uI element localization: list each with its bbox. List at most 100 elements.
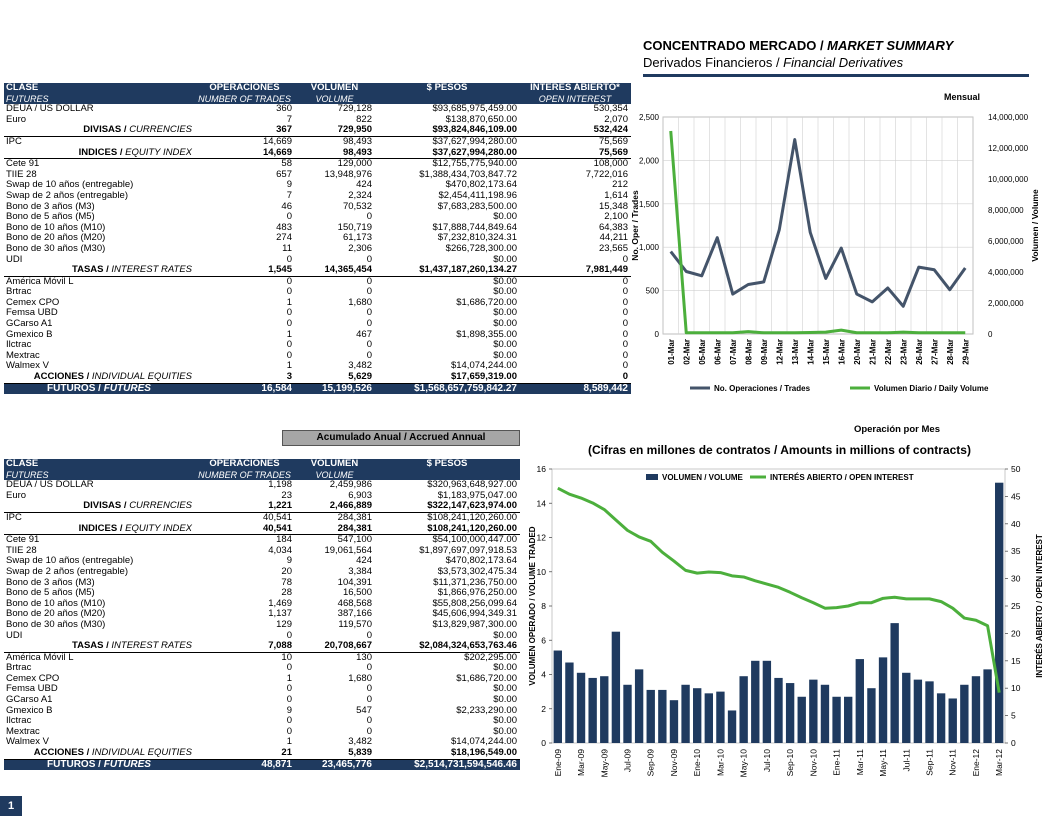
row-value: $11,371,236,750.00 bbox=[433, 577, 517, 588]
y-tick-label: 6 bbox=[541, 635, 546, 645]
legend-label: INTERÉS ABIERTO / OPEN INTEREST bbox=[770, 473, 914, 482]
row-label: América Móvil L bbox=[6, 652, 74, 663]
volume-bar bbox=[960, 684, 969, 743]
row-label: IPC bbox=[6, 512, 22, 523]
y-tick-label: 2 bbox=[541, 704, 546, 714]
group-label-en: INDIVIDUAL EQUITIES bbox=[91, 748, 192, 759]
group-label: ACCIONES / bbox=[33, 748, 92, 759]
row-value: $1,686,720.00 bbox=[456, 297, 517, 308]
row-value: 10 bbox=[281, 652, 292, 663]
row-label: Cemex CPO bbox=[6, 673, 60, 684]
row-label: Femsa UBD bbox=[6, 684, 58, 695]
row-value: 5,839 bbox=[295, 748, 375, 760]
open-interest-line bbox=[557, 486, 1001, 693]
x-tick-label: Sep-09 bbox=[646, 749, 656, 777]
table-row: Mextrac 0 0 $0.00 bbox=[4, 727, 520, 738]
table-row: Euro 23 6,903 $1,183,975,047.00 bbox=[4, 491, 520, 502]
x-tick-label: 14-Mar bbox=[806, 339, 815, 365]
column-header: INTERÉS ABIERTO* bbox=[520, 83, 631, 94]
volume-bar bbox=[913, 679, 923, 743]
y-tick-label: 2,000 bbox=[639, 156, 660, 165]
volume-bar bbox=[739, 676, 748, 743]
row-label: Bono de 10 años (M10) bbox=[6, 222, 106, 233]
group-label: DIVISAS / bbox=[83, 501, 130, 512]
x-tick-label: Mar-10 bbox=[715, 749, 725, 776]
row-value: 0 bbox=[286, 350, 292, 361]
row-label: TASAS / INTEREST RATES bbox=[4, 641, 195, 653]
row-value: 424 bbox=[356, 180, 372, 191]
row-label: Swap de 10 años (entregable) bbox=[6, 556, 134, 567]
row-value: 15,348 bbox=[598, 201, 628, 212]
row-value: 16,584 bbox=[195, 383, 295, 395]
table-row: Bono de 3 años (M3) 46 70,532 $7,683,283,50… bbox=[4, 202, 631, 213]
volume-bar bbox=[681, 684, 690, 743]
row-value: 0 bbox=[366, 695, 372, 706]
row-value: 1 bbox=[286, 737, 292, 748]
row-value: $0.00 bbox=[493, 340, 517, 351]
page-number: 1 bbox=[0, 796, 22, 816]
row-value: 23,465,776 bbox=[295, 759, 375, 771]
y2-tick-label: 15 bbox=[1011, 656, 1021, 666]
row-value: 1 bbox=[286, 673, 292, 684]
row-value: 20 bbox=[281, 566, 292, 577]
subtotal-row: TASAS / INTEREST RATES 1,545 14,365,454 $1,… bbox=[4, 265, 631, 277]
row-label: UDI bbox=[6, 630, 23, 641]
y-tick-label: 2,500 bbox=[639, 113, 660, 122]
row-value: 7 bbox=[286, 190, 292, 201]
table-row: Brtrac 0 0 $0.00 0 bbox=[4, 287, 631, 298]
row-value: 0 bbox=[286, 340, 292, 351]
row-value: 19,061,564 bbox=[324, 545, 372, 556]
y2-tick-label: 0 bbox=[1011, 738, 1016, 748]
x-tick-label: Jul-09 bbox=[623, 749, 633, 772]
y-tick-label: 14 bbox=[537, 498, 547, 508]
x-tick-label: 28-Mar bbox=[946, 339, 955, 365]
row-label: TIIE 28 bbox=[6, 545, 37, 556]
row-value: 2,459,986 bbox=[329, 480, 372, 491]
row-value: 2,306 bbox=[348, 243, 372, 254]
row-value: 14,669 bbox=[195, 147, 295, 160]
row-label: ACCIONES / INDIVIDUAL EQUITIES bbox=[4, 748, 195, 760]
row-value: $1,437,187,260,134.27 bbox=[375, 265, 520, 277]
table-row: Walmex V 1 3,482 $14,074,244.00 bbox=[4, 737, 520, 748]
row-value: $322,147,623,974.00 bbox=[375, 501, 520, 513]
row-value: 48,871 bbox=[195, 759, 295, 771]
x-tick-label: 23-Mar bbox=[899, 339, 908, 365]
row-label: DEUA / US DOLLAR bbox=[6, 104, 94, 115]
table-row: Gmexico B 9 547 $2,233,290.00 bbox=[4, 706, 520, 717]
volume-bar bbox=[716, 691, 725, 743]
y-tick-label: 12 bbox=[537, 533, 547, 543]
row-value: $93,685,975,459.00 bbox=[432, 104, 517, 115]
row-value: 9 bbox=[286, 180, 292, 191]
row-value: 61,173 bbox=[342, 233, 372, 244]
row-value: 0 bbox=[286, 716, 292, 727]
row-value: 0 bbox=[622, 361, 628, 372]
row-value: 1 bbox=[286, 297, 292, 308]
table-row: UDI 0 0 $0.00 0 bbox=[4, 255, 631, 266]
volume-bar bbox=[576, 672, 586, 743]
row-label: Bono de 5 años (M5) bbox=[6, 212, 95, 223]
volume-bar bbox=[878, 657, 888, 743]
row-value: 729,950 bbox=[295, 125, 375, 137]
table-row: Swap de 10 años (entregable) 9 424 $470,802… bbox=[4, 556, 520, 567]
row-label: Mextrac bbox=[6, 350, 40, 361]
row-value: 0 bbox=[622, 276, 628, 287]
subtotal-row: DIVISAS / CURRENCIES 1,221 2,466,889 $322,1… bbox=[4, 501, 520, 513]
report-title: CONCENTRADO MERCADO / MARKET SUMMARY bbox=[643, 38, 954, 53]
row-value: $0.00 bbox=[493, 716, 517, 727]
x-tick-label: 09-Mar bbox=[760, 339, 769, 365]
legend-label: VOLUMEN / VOLUME bbox=[662, 473, 744, 482]
table-row: Swap de 2 años (entregable) 7 2,324 $2,454,… bbox=[4, 191, 631, 202]
row-value: 0 bbox=[286, 212, 292, 223]
row-label: Bono de 20 años (M20) bbox=[6, 609, 106, 620]
column-header: CLASE bbox=[4, 459, 195, 470]
row-value: 2,466,889 bbox=[295, 501, 375, 513]
row-value: 547 bbox=[356, 705, 372, 716]
row-value: $17,659,319.00 bbox=[375, 372, 520, 384]
y2-tick-label: 50 bbox=[1011, 464, 1021, 474]
row-label: Euro bbox=[6, 114, 27, 125]
row-value: 70,532 bbox=[342, 201, 372, 212]
table-row: Bono de 5 años (M5) 28 16,500 $1,866,976,25… bbox=[4, 588, 520, 599]
row-value: 1,680 bbox=[348, 297, 372, 308]
volume-bar bbox=[727, 710, 737, 743]
table-header-row: CLASE OPERACIONES VOLUMEN $ PESOS bbox=[4, 459, 520, 470]
